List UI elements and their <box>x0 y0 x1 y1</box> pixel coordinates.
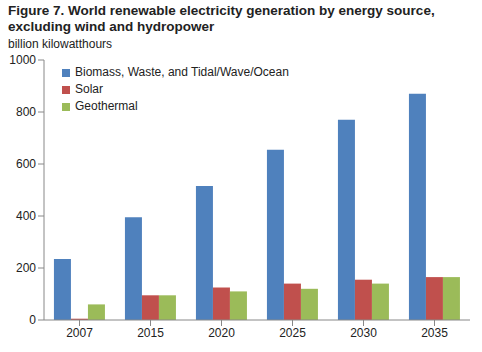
svg-text:2030: 2030 <box>350 326 377 340</box>
svg-text:2020: 2020 <box>208 326 235 340</box>
html-text:Solar: Solar <box>75 82 103 96</box>
html-text:Geothermal: Geothermal <box>75 99 138 113</box>
svg-text:800: 800 <box>16 105 36 119</box>
svg-text:2015: 2015 <box>137 326 164 340</box>
html-text:Biomass, Waste, and Tidal/Wave: Biomass, Waste, and Tidal/Wave/Ocean <box>75 65 289 79</box>
svg-text:0: 0 <box>29 313 36 327</box>
svg-text:200: 200 <box>16 261 36 275</box>
html-text:billion kilowatthours: billion kilowatthours <box>8 37 113 51</box>
html-text:Figure 7. World renewable elec: Figure 7. World renewable electricity ge… <box>8 3 435 34</box>
svg-text:400: 400 <box>16 209 36 223</box>
svg-text:1000: 1000 <box>9 53 36 67</box>
svg-text:2035: 2035 <box>421 326 448 340</box>
svg-text:2025: 2025 <box>279 326 306 340</box>
svg-text:2007: 2007 <box>66 326 93 340</box>
svg-text:600: 600 <box>16 157 36 171</box>
